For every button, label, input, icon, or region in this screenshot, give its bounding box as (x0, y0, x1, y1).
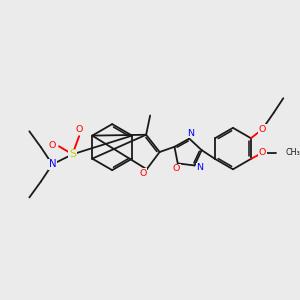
Text: N: N (49, 159, 56, 170)
Text: O: O (172, 164, 180, 173)
Text: CH₃: CH₃ (286, 148, 300, 158)
Text: S: S (69, 149, 76, 159)
Text: O: O (139, 169, 147, 178)
Text: N: N (196, 163, 203, 172)
Text: O: O (259, 148, 266, 158)
Text: N: N (187, 129, 194, 138)
Text: O: O (49, 141, 56, 150)
Text: O: O (76, 125, 83, 134)
Text: O: O (259, 125, 266, 134)
